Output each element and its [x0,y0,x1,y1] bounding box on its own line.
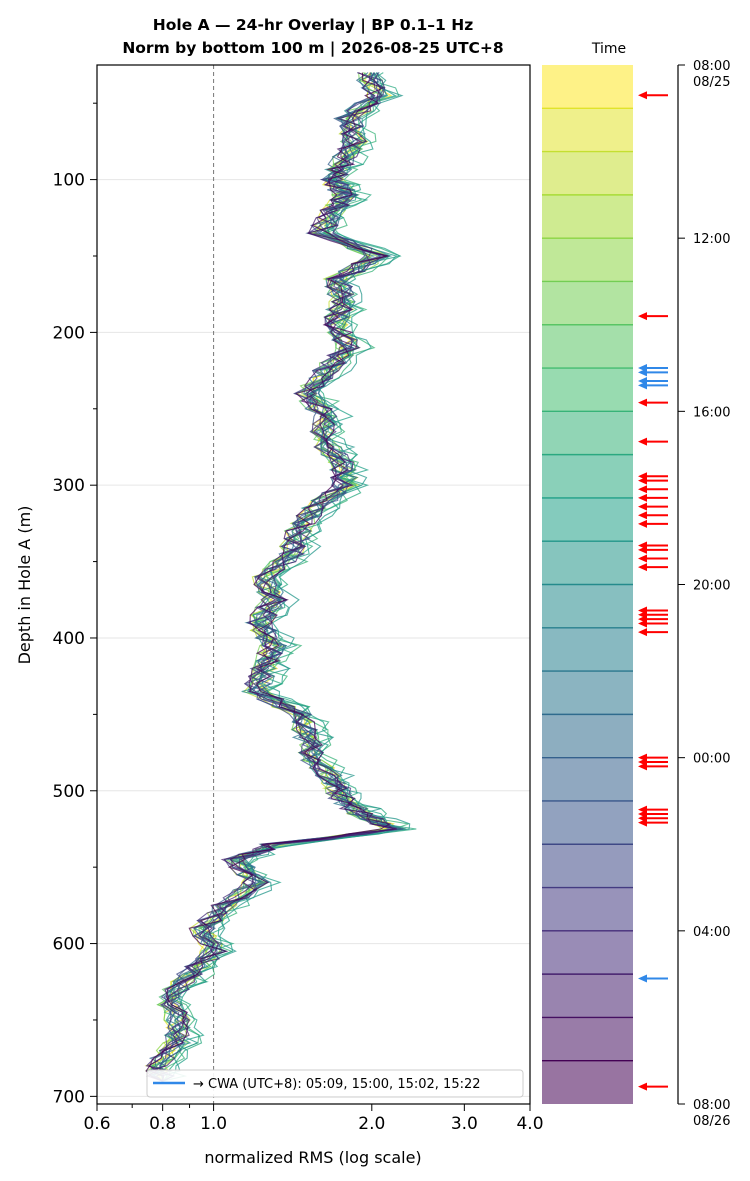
time-tick-label: 08/25 [693,75,730,90]
colorbar-band [542,541,633,585]
chart-title: Hole A — 24-hr Overlay | BP 0.1–1 Hz [153,16,473,35]
legend: → CWA (UTC+8): 05:09, 15:00, 15:02, 15:2… [146,1069,524,1098]
main-plot: 0.6 0.8 1.0 2.0 3.0 4.0 100 200 300 400 500 600 700… [15,64,544,1167]
time-tick-label: 08/26 [693,1114,730,1129]
time-tick-label: 00:00 [693,752,730,767]
colorbar-band [542,108,633,152]
colorbar-band [542,454,633,498]
x-tick-label: 2.0 [358,1114,385,1134]
colorbar-band [542,324,633,369]
red-event-arrow-head [638,545,647,554]
colorbar-band [542,281,633,325]
colorbar-band [542,584,633,628]
red-event-arrow-head [638,476,647,485]
red-event-arrow-head [638,554,647,563]
colorbar-band [542,368,633,412]
colorbar-band [542,411,633,455]
series-line [145,72,397,1082]
time-axis-ticks: 08:0008/2512:0016:0020:0000:0004:0008:00… [678,59,730,1129]
colorbar-band [542,194,633,239]
plot-frame [96,64,531,1105]
colorbar-band [542,887,633,931]
colorbar-band [542,497,633,542]
y-tick-label: 500 [53,782,85,802]
colorbar-band [542,757,633,801]
y-tick-label: 100 [53,171,85,191]
blue-event-arrow-head [638,368,647,377]
red-event-arrow-head [638,519,647,528]
red-event-arrow-head [638,563,647,572]
colorbar-band [542,1060,633,1104]
blue-event-arrow-head [638,974,647,983]
y-axis-ticks: 100 200 300 400 500 600 700 [53,102,97,1107]
time-tick-label: 08:00 [693,59,730,74]
red-event-arrow-head [638,493,647,502]
red-event-arrow-head [638,619,647,628]
event-arrows [638,91,668,1091]
x-tick-label: 0.6 [83,1114,110,1134]
chart-subtitle: Norm by bottom 100 m | 2026-08-25 UTC+8 [122,39,503,58]
x-axis-ticks: 0.6 0.8 1.0 2.0 3.0 4.0 [83,1104,544,1134]
series-line [147,72,394,1082]
y-tick-label: 200 [53,323,85,343]
red-event-arrow-head [638,818,647,827]
x-tick-label: 1.0 [200,1114,227,1134]
colorbar-band [542,238,633,282]
red-event-arrow-head [638,502,647,511]
colorbar-band [542,627,633,672]
colorbar-band [542,844,633,888]
y-tick-label: 300 [53,476,85,496]
x-tick-label: 3.0 [451,1114,478,1134]
red-event-arrow-head [638,1082,647,1091]
colorbar-band [542,671,633,715]
red-event-arrow-head [638,762,647,771]
red-event-arrow-head [638,398,647,407]
legend-label: → CWA (UTC+8): 05:09, 15:00, 15:02, 15:2… [193,1077,481,1092]
legend-box [146,1069,524,1098]
y-tick-label: 400 [53,629,85,649]
time-tick-label: 08:00 [693,1098,730,1113]
series-line [145,72,392,1082]
red-event-arrow-head [638,312,647,321]
y-axis-label: Depth in Hole A (m) [15,506,34,665]
colorbar-band [542,714,633,758]
x-tick-label: 0.8 [149,1114,176,1134]
blue-event-arrow-head [638,381,647,390]
red-event-arrow-head [638,91,647,100]
plot-background [97,65,530,1104]
time-tick-label: 12:00 [693,232,730,247]
red-event-arrow-head [638,628,647,637]
x-tick-label: 4.0 [516,1114,543,1134]
time-tick-label: 04:00 [693,925,730,940]
series-line [151,72,395,1082]
series-line [146,72,398,1082]
colorbar-band [542,1017,633,1061]
x-axis-label: normalized RMS (log scale) [204,1148,421,1167]
colorbar-band [542,151,633,195]
red-event-arrow-head [638,437,647,446]
series-line [159,72,391,1082]
time-colorbar: Time 08:0008/2512:0016:0020:0000:0004:00… [542,41,730,1129]
colorbar-band [542,65,633,109]
colorbar-band [542,930,633,975]
series-layer [144,72,417,1082]
colorbar-band [542,800,633,845]
time-tick-label: 20:00 [693,579,730,594]
colorbar-band [542,974,633,1018]
colorbar-title: Time [591,41,626,57]
y-tick-label: 600 [53,935,85,955]
colorbar-bands [542,65,633,1104]
y-tick-label: 700 [53,1087,85,1107]
time-tick-label: 16:00 [693,405,730,420]
red-event-arrow-head [638,511,647,520]
red-event-arrow-head [638,485,647,494]
